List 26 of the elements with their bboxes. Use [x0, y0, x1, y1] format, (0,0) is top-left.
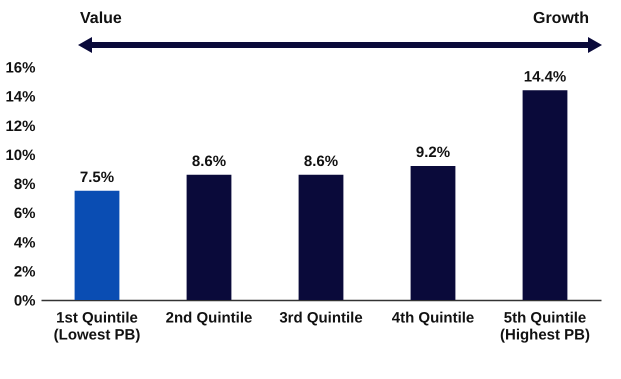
x-tick-label: 3rd Quintile	[279, 310, 363, 326]
text: Growth	[533, 10, 589, 28]
bar	[298, 174, 344, 300]
x-tick-label: 2nd Quintile	[166, 310, 252, 326]
y-tick-label: 16%	[5, 60, 36, 76]
bar	[522, 90, 568, 300]
x-tick-label: 5th Quintile (Highest PB)	[500, 310, 590, 344]
y-tick-label: 14%	[5, 88, 36, 106]
x-tick-label: 4th Quintile	[392, 310, 474, 326]
data-label: 8.6%	[192, 152, 226, 170]
data-label: 14.4%	[524, 68, 566, 86]
bar	[410, 166, 456, 300]
y-tick-label: 10%	[5, 146, 36, 164]
data-label: 8.6%	[304, 152, 338, 170]
bar	[186, 174, 232, 300]
y-tick-label: 4%	[14, 234, 36, 252]
data-label: 7.5%	[80, 168, 114, 186]
bar	[74, 190, 120, 300]
text: Value	[80, 10, 122, 28]
y-tick-label: 0%	[14, 292, 36, 310]
y-tick-label: 6%	[14, 205, 36, 222]
y-tick-label: 2%	[14, 263, 36, 280]
data-label: 9.2%	[416, 144, 450, 162]
y-tick-label: 12%	[5, 118, 36, 135]
x-tick-label: 1st Quintile (Lowest PB)	[54, 310, 140, 344]
y-tick-label: 8%	[14, 176, 36, 193]
